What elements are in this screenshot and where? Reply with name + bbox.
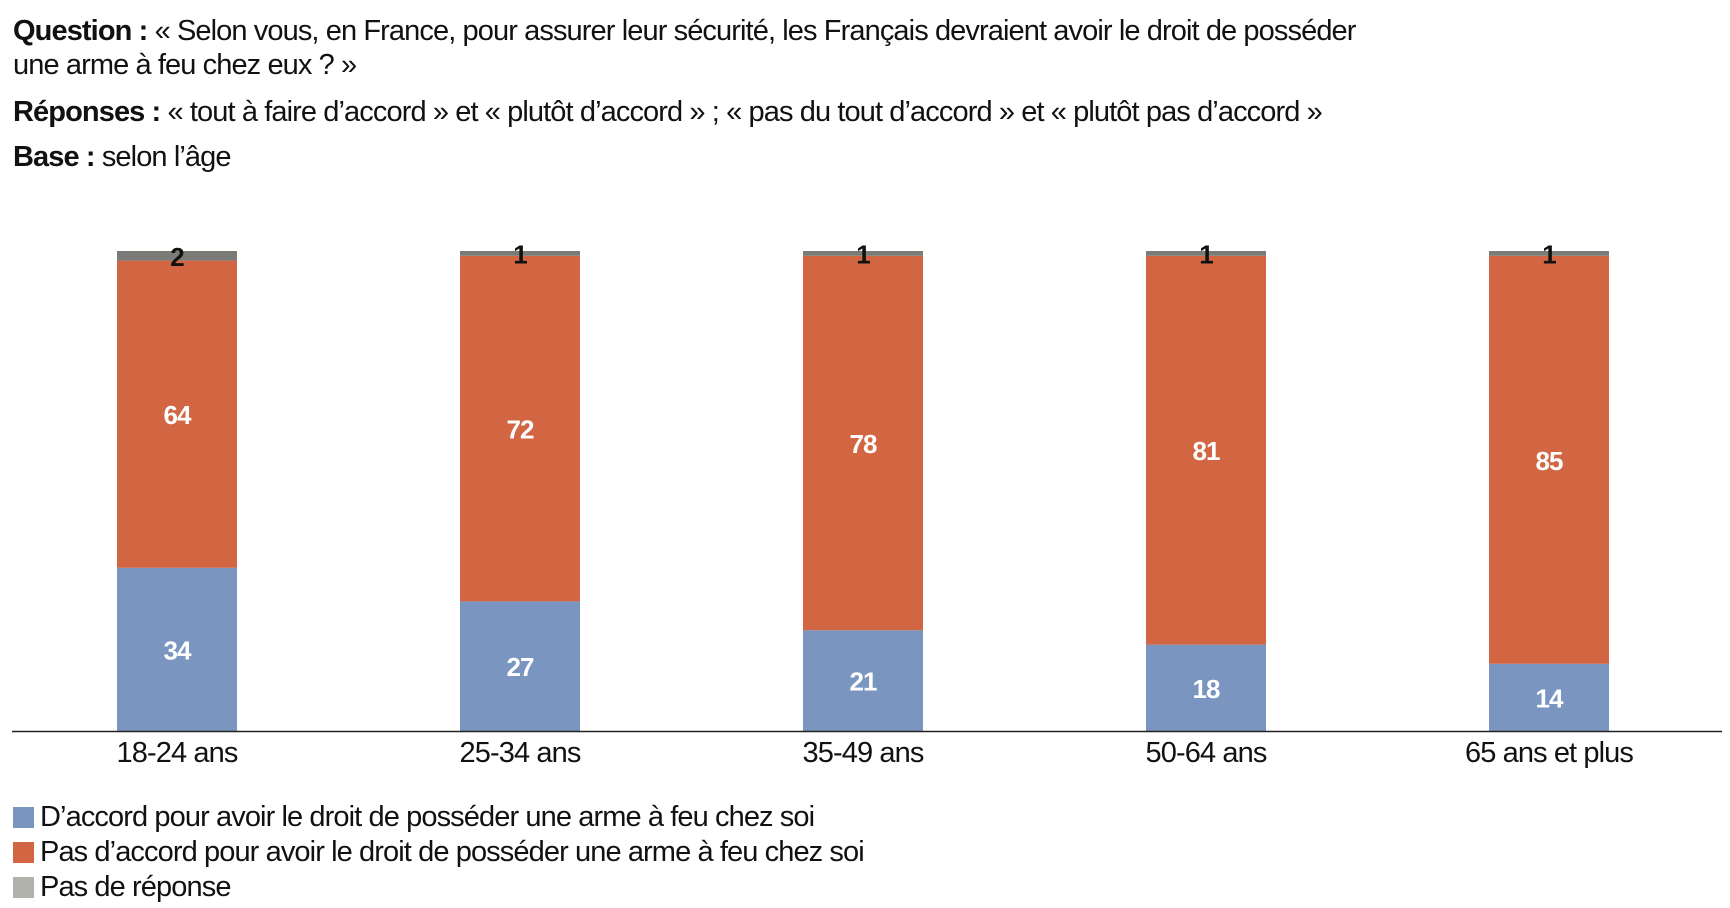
x-tick-label: 18-24 ans (117, 737, 238, 769)
bar-segment (803, 251, 923, 256)
data-label: 2 (170, 242, 184, 272)
bar-segment (117, 567, 237, 731)
stacked-bar-chart: 34 64 2 18-24 ans 27 72 1 25-34 ans 21 78 1 35-49 a… (12, 239, 1722, 769)
legend-label: Pas de réponse (40, 871, 231, 903)
data-label: 1 (1199, 239, 1213, 269)
data-label: 1 (513, 239, 527, 269)
x-tick-label: 65 ans et plus (1465, 737, 1633, 769)
data-label: 1 (1542, 239, 1556, 269)
responses-text: « tout à faire d’accord » et « plutôt d’… (167, 96, 1323, 128)
data-label: 1 (856, 239, 870, 269)
legend-swatch (13, 842, 34, 863)
legend-swatch (13, 877, 34, 898)
data-label: 21 (850, 667, 877, 697)
bar-segment (1146, 644, 1266, 731)
legend-item: D’accord pour avoir le droit de posséder… (13, 800, 864, 835)
data-label: 85 (1536, 446, 1563, 476)
data-label: 18 (1193, 674, 1220, 704)
bar-segment (460, 251, 580, 256)
bar-segment (1146, 251, 1266, 256)
question-text: « Selon vous, en France, pour assurer le… (154, 15, 1357, 47)
data-label: 14 (1536, 683, 1564, 713)
bar-segment (1489, 255, 1609, 664)
legend-label: D’accord pour avoir le droit de posséder… (40, 801, 815, 833)
x-tick-label: 25-34 ans (460, 737, 581, 769)
responses-line: Réponses : « tout à faire d’accord » et … (13, 95, 1323, 129)
x-tick-label: 50-64 ans (1146, 737, 1267, 769)
base-label: Base : (13, 141, 96, 173)
bar-segment (117, 260, 237, 568)
data-label: 64 (164, 400, 192, 430)
bar-segment (803, 255, 923, 631)
question-line-2: une arme à feu chez eux ? » (13, 49, 357, 81)
data-label: 78 (850, 429, 877, 459)
bar-segment (460, 255, 580, 602)
bar-segment (117, 251, 237, 261)
base-text: selon l’âge (101, 141, 232, 173)
x-tick-label: 35-49 ans (803, 737, 924, 769)
data-label: 27 (507, 652, 534, 682)
legend-item: Pas d’accord pour avoir le droit de poss… (13, 835, 865, 870)
bar-segment (803, 630, 923, 731)
legend-swatch (13, 807, 34, 828)
legend: D’accord pour avoir le droit de posséder… (13, 800, 865, 905)
question-label: Question : (13, 15, 148, 47)
bar-segment (1489, 251, 1609, 256)
question-line-1: Question : « Selon vous, en France, pour… (13, 14, 1356, 48)
data-label: 81 (1193, 436, 1220, 466)
legend-label: Pas d’accord pour avoir le droit de poss… (40, 836, 865, 868)
bar-segment (460, 601, 580, 731)
responses-label: Réponses : (13, 96, 161, 128)
bar-segment (1146, 255, 1266, 645)
data-label: 72 (507, 415, 534, 445)
data-label: 34 (164, 635, 192, 665)
bar-segment (1489, 663, 1609, 731)
legend-item: Pas de réponse (13, 870, 864, 905)
base-line: Base : selon l’âge (13, 140, 231, 174)
